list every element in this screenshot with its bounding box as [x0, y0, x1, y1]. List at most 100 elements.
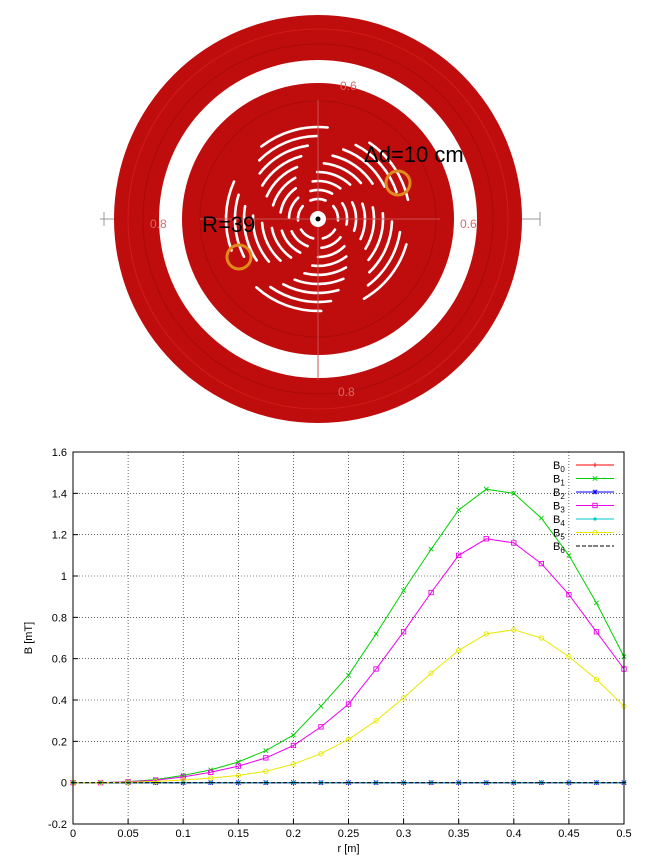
spiral-slot	[362, 243, 408, 300]
series-point	[208, 769, 214, 775]
spiral-slot	[261, 154, 303, 187]
series-point	[263, 768, 269, 774]
series-point	[290, 732, 296, 738]
spiral-slot	[255, 286, 323, 313]
series-point	[592, 502, 598, 509]
spiral-slot	[269, 285, 333, 304]
spiral-slot	[279, 187, 297, 214]
spiral-slot	[342, 148, 386, 188]
series-point	[593, 517, 597, 521]
series-point	[593, 600, 599, 606]
legend-label: B2	[553, 487, 565, 501]
magnet-geometry-figure: 0.6 0.8 0.6 0.8 Δd=10 cm R=39	[100, 15, 541, 423]
series-point	[263, 755, 269, 761]
series-point	[566, 552, 572, 558]
spiral-slot	[364, 206, 376, 250]
spiral-slot	[290, 230, 309, 248]
legend-item: B0	[553, 460, 614, 474]
x-tick-label: 0.3	[396, 828, 411, 840]
series-point	[592, 489, 598, 495]
series-point	[483, 486, 489, 492]
center-dot	[315, 216, 321, 222]
x-tick-label: 0.15	[228, 828, 249, 840]
plot-frame	[72, 451, 625, 825]
series-point	[263, 748, 269, 754]
legend-item: B3	[553, 501, 614, 515]
spiral-slot	[366, 230, 402, 287]
series-point	[235, 763, 241, 769]
y-tick-label: 0.4	[52, 695, 67, 707]
x-tick-label: 0.2	[286, 828, 301, 840]
series-point	[318, 703, 324, 709]
legend-label: B6	[553, 541, 565, 555]
series-point	[483, 536, 489, 542]
series-point	[345, 701, 352, 707]
series-point	[180, 774, 186, 780]
series-point	[511, 490, 517, 496]
y-tick-label: 0.8	[52, 612, 67, 624]
series-point	[428, 546, 434, 552]
x-axis-label: r [m]	[338, 843, 360, 855]
series-point	[290, 761, 297, 767]
outer-ring-edge	[142, 43, 494, 395]
y-axis-label: B [mT]	[23, 622, 35, 654]
geometry-tick-label: 0.6	[460, 217, 477, 231]
series-point	[400, 629, 407, 635]
geometry-tick-label: 0.8	[338, 385, 355, 399]
y-tick-label: 1.6	[52, 447, 67, 459]
spiral-slot	[260, 125, 329, 148]
series-point	[208, 775, 214, 781]
x-tick-label: 0.5	[616, 828, 631, 840]
series-point	[483, 631, 489, 637]
series-point	[428, 670, 434, 676]
spiral-slot	[282, 283, 340, 295]
series-point	[592, 462, 598, 468]
x-tick-label: 0.05	[117, 828, 138, 840]
x-tick-label: 0.25	[338, 828, 359, 840]
series-point	[566, 591, 572, 598]
series-point	[290, 742, 297, 749]
x-tick-label: 0.4	[506, 828, 521, 840]
annotation-spacing-label: Δd=10 cm	[364, 142, 464, 167]
series-point	[345, 672, 352, 678]
spiral-slot	[293, 277, 345, 286]
series-point	[235, 772, 241, 779]
series-point	[511, 627, 517, 633]
series-point	[538, 635, 544, 641]
spiral-slot	[320, 236, 342, 250]
spiral-slot	[354, 143, 398, 194]
series-point	[180, 777, 186, 783]
spiral-slot	[270, 226, 293, 259]
series-point	[373, 718, 379, 724]
series-point	[566, 653, 572, 660]
series-point	[401, 587, 407, 593]
x-tick-label: 0.35	[448, 828, 469, 840]
spiral-slot	[303, 266, 348, 277]
y-tick-label: 0.2	[52, 736, 67, 748]
y-tick-label: 0.6	[52, 654, 67, 666]
spiral-slot	[321, 228, 337, 240]
legend-label: B0	[553, 460, 565, 474]
series-point	[318, 724, 324, 730]
chart-series	[70, 486, 627, 786]
legend-label: B4	[553, 514, 565, 528]
y-tick-label: -0.2	[48, 819, 67, 831]
spiral-slot	[260, 221, 282, 262]
spiral-slot	[258, 134, 318, 162]
legend-label: B1	[553, 474, 565, 488]
annotation-radius-label: R=39	[202, 212, 255, 237]
series-line	[73, 538, 625, 784]
spiral-slot	[299, 228, 315, 240]
legend-label: B5	[553, 528, 565, 542]
spiral-slot	[367, 212, 385, 262]
x-tick-label: 0.45	[558, 828, 579, 840]
series-point	[592, 475, 598, 482]
series-point	[456, 552, 462, 558]
series-point	[592, 529, 598, 536]
spiral-slot	[350, 201, 358, 232]
y-tick-label: 1.2	[52, 530, 67, 542]
spiral-slot	[341, 201, 349, 226]
x-axis-ticks: 0 0.05 0.1 0.15 0.2 0.25 0.3 0.35 0.4 0.45 0.5	[70, 819, 632, 840]
spiral-slot	[316, 245, 346, 259]
